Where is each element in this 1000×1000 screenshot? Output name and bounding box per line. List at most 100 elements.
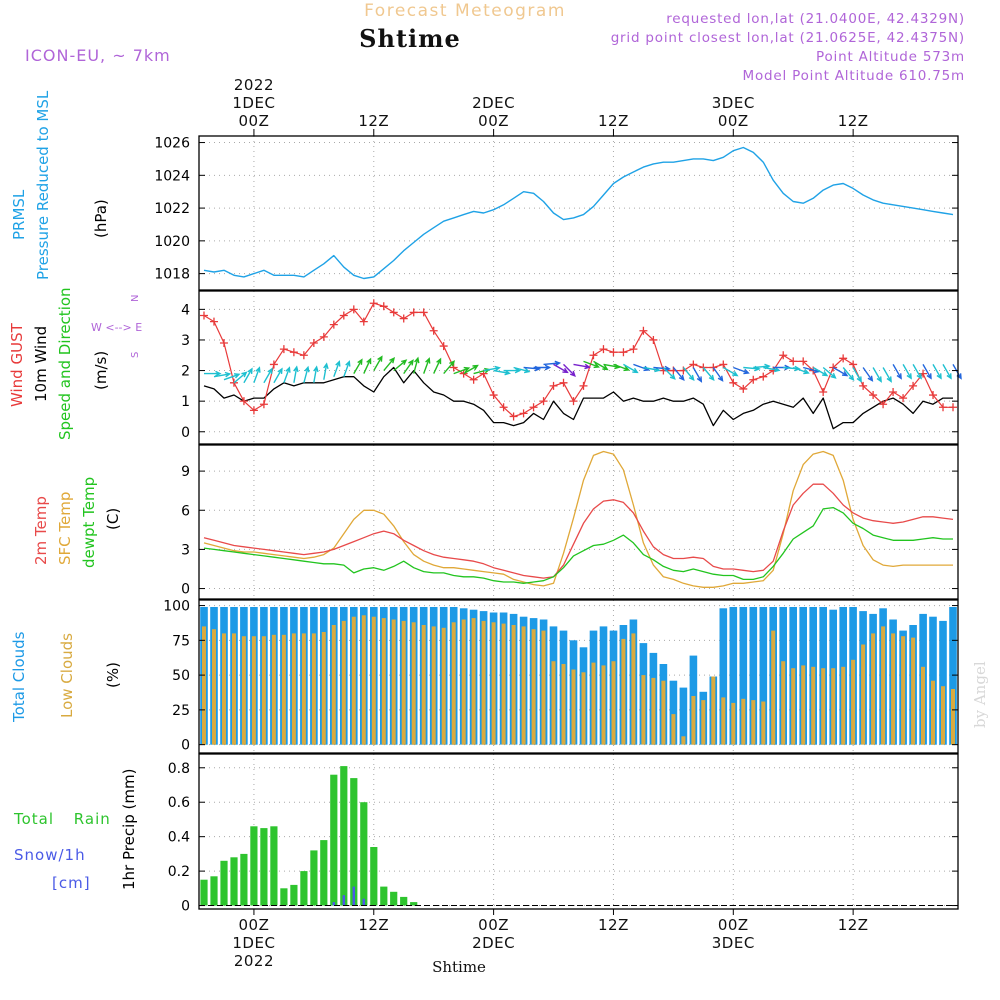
rain-bar bbox=[330, 774, 338, 906]
gust-marker bbox=[199, 311, 208, 320]
gust-marker bbox=[779, 351, 788, 360]
wind-arrow bbox=[543, 360, 562, 367]
low-cloud-bar bbox=[721, 697, 726, 745]
y-axis: 0 3 6 9 bbox=[181, 464, 958, 598]
gust-marker bbox=[879, 400, 888, 409]
low-cloud-bar bbox=[281, 634, 286, 745]
gust-marker bbox=[389, 308, 398, 317]
compass-north: N bbox=[130, 295, 141, 302]
wind-arrow bbox=[353, 358, 363, 374]
gust-marker bbox=[519, 409, 528, 418]
y-tick-label: 9 bbox=[181, 464, 190, 480]
low-cloud-bar bbox=[241, 636, 246, 745]
dewpt-temp-line bbox=[203, 506, 953, 584]
wind-arrow bbox=[882, 367, 892, 383]
temp-unit-label: (C) bbox=[104, 508, 122, 530]
low-cloud-bar bbox=[761, 701, 766, 745]
gust-marker bbox=[239, 397, 248, 406]
compass-south: S bbox=[130, 352, 141, 358]
y-tick-label: 75 bbox=[172, 633, 190, 649]
snow-bar bbox=[352, 886, 355, 906]
low-cloud-bar bbox=[381, 618, 386, 745]
wind-arrow bbox=[842, 367, 855, 382]
low-cloud-bar bbox=[471, 618, 476, 745]
y-tick-label: 1024 bbox=[154, 168, 190, 184]
cloud-labels: Total Clouds Low Clouds (%) bbox=[10, 631, 122, 723]
low-cloud-bar bbox=[661, 680, 666, 745]
gust-marker bbox=[729, 378, 738, 387]
y-axis: 0 0.2 0.4 0.6 0.8 bbox=[168, 761, 958, 915]
wind-arrow bbox=[533, 364, 552, 371]
gust-marker bbox=[469, 375, 478, 384]
wind-arrow bbox=[892, 364, 902, 380]
rain-bar bbox=[350, 778, 358, 906]
wind-arrow bbox=[383, 357, 396, 372]
credit-text: by Angel bbox=[971, 661, 989, 728]
wind-arrow bbox=[393, 359, 408, 372]
y-tick-label: 1020 bbox=[154, 234, 190, 250]
low-cloud-bar bbox=[801, 665, 806, 745]
wind-arrow bbox=[862, 367, 874, 382]
low-cloud-bar bbox=[421, 625, 426, 745]
clouds-panel: 0 25 50 75 100 bbox=[163, 599, 959, 754]
bottom-time-label: 12Z bbox=[598, 916, 629, 934]
low-cloud-bar bbox=[531, 629, 536, 745]
low-cloud-bar bbox=[561, 664, 566, 745]
low-cloud-bar bbox=[411, 622, 416, 745]
y-axis: 1018 1020 1022 1024 1026 bbox=[154, 136, 958, 283]
rain-bar bbox=[230, 857, 238, 906]
wind-arrow bbox=[662, 367, 676, 380]
wind-arrow bbox=[682, 367, 695, 382]
wind-arrow bbox=[403, 359, 414, 375]
pressure-frame bbox=[198, 135, 959, 291]
gust-marker bbox=[629, 345, 638, 354]
rain-bar bbox=[360, 802, 368, 906]
y-tick-label: 0.2 bbox=[168, 864, 190, 880]
total-cloud-bar bbox=[669, 680, 678, 745]
wind-arrow bbox=[373, 355, 383, 371]
gust-marker bbox=[839, 354, 848, 363]
prmsl-label: PRMSL bbox=[10, 189, 28, 240]
gust-marker bbox=[529, 403, 538, 412]
low-cloud-bar bbox=[891, 633, 896, 745]
gust-marker bbox=[789, 357, 798, 366]
speed-direction-label: Speed and Direction bbox=[56, 287, 74, 440]
wind-arrow bbox=[363, 357, 372, 374]
low-cloud-bar bbox=[771, 630, 776, 745]
total-cloud-bar bbox=[759, 607, 768, 745]
wind-arrow bbox=[563, 363, 576, 377]
gust-marker bbox=[819, 387, 828, 396]
rain-bar bbox=[280, 888, 288, 906]
pressure-line bbox=[203, 146, 954, 280]
bottom-time-label: 12Z bbox=[358, 916, 389, 934]
low-cloud-bar bbox=[781, 661, 786, 745]
low-cloud-bar bbox=[621, 638, 626, 745]
cloud-bars bbox=[200, 607, 957, 745]
gust-marker bbox=[589, 351, 598, 360]
gust-marker bbox=[249, 406, 258, 415]
low-cloud-bar bbox=[391, 619, 396, 745]
snow-unit-label: [cm] bbox=[52, 874, 91, 892]
gust-marker bbox=[509, 412, 518, 421]
temp2m-label: 2m Temp bbox=[32, 496, 50, 565]
rain-bar bbox=[250, 826, 258, 906]
low-cloud-bar bbox=[271, 634, 276, 745]
grid-lines bbox=[199, 754, 958, 909]
wind-arrow bbox=[223, 373, 241, 381]
wind-arrow bbox=[463, 364, 479, 375]
wind-arrow bbox=[692, 367, 703, 383]
top-time-label: 12Z bbox=[598, 112, 629, 130]
gust-marker bbox=[489, 391, 498, 400]
wind-arrow bbox=[293, 365, 299, 383]
wind-arrow bbox=[343, 360, 351, 377]
grid-point-coords: grid point closest lon,lat (21.0625E, 42… bbox=[611, 30, 965, 46]
total-cloud-bar bbox=[719, 608, 728, 745]
wind-arrow bbox=[243, 367, 253, 384]
low-cloud-bar bbox=[311, 633, 316, 745]
requested-coords: requested lon,lat (21.0400E, 42.4329N) bbox=[666, 11, 965, 27]
gust-marker bbox=[559, 378, 568, 387]
gust-marker bbox=[319, 332, 328, 341]
wind-arrow bbox=[583, 360, 601, 369]
compass-we: W <--> E bbox=[91, 321, 142, 334]
